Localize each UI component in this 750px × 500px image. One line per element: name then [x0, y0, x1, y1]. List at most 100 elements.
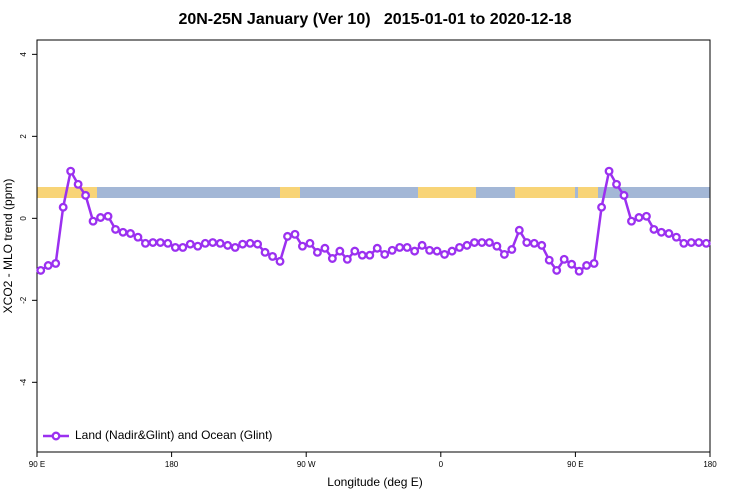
data-point	[417, 240, 427, 250]
map-strip	[37, 187, 710, 198]
data-point	[447, 246, 457, 256]
data-point	[163, 238, 173, 248]
data-point	[514, 225, 524, 235]
data-point	[619, 190, 629, 200]
data-point	[432, 246, 442, 256]
data-point	[462, 240, 472, 250]
data-point	[484, 238, 494, 247]
data-point	[641, 211, 651, 221]
data-point	[507, 245, 517, 254]
data-point	[679, 238, 689, 248]
data-point	[245, 238, 255, 248]
data-point	[380, 249, 390, 259]
data-point	[140, 238, 150, 248]
data-point	[230, 242, 240, 252]
data-point	[215, 238, 225, 248]
data-point	[193, 241, 203, 251]
data-point	[185, 239, 195, 249]
data-point	[686, 238, 696, 247]
data-point	[103, 211, 113, 221]
data-point	[350, 246, 360, 256]
data-point	[111, 224, 120, 234]
data-point	[656, 227, 666, 237]
data-point	[327, 254, 337, 263]
data-point	[43, 261, 53, 270]
y-tick-label: -2	[19, 296, 28, 304]
data-point	[253, 239, 263, 249]
data-point	[597, 202, 607, 212]
x-tick-label: 90 E	[29, 460, 45, 469]
data-point	[200, 238, 210, 248]
y-tick-label: 2	[19, 134, 28, 139]
y-tick-label: 4	[19, 52, 28, 57]
x-tick-label: 90 E	[567, 460, 583, 469]
data-point	[649, 224, 659, 234]
data-point	[627, 216, 636, 226]
data-point	[298, 241, 307, 251]
data-point	[365, 250, 375, 260]
data-point	[440, 249, 449, 259]
data-point	[320, 243, 330, 253]
legend-item: Land (Nadir&Glint) and Ocean (Glint)	[43, 428, 272, 442]
y-tick-label: -4	[19, 378, 28, 386]
x-tick-label: 90 W	[297, 460, 316, 469]
x-tick-label: 0	[439, 460, 444, 469]
data-point	[260, 247, 270, 257]
data-point	[305, 238, 315, 248]
data-point	[268, 252, 277, 261]
data-point	[357, 250, 367, 260]
data-point	[671, 232, 681, 242]
y-axis-label: XCO2 - MLO trend (ppm)	[1, 179, 15, 314]
data-point	[51, 258, 61, 268]
data-point	[118, 227, 128, 237]
data-point	[410, 246, 420, 256]
data-point	[312, 247, 322, 257]
data-point	[522, 238, 532, 247]
data-point	[58, 202, 68, 212]
data-point	[66, 166, 76, 176]
data-point	[178, 242, 188, 252]
legend-marker	[51, 431, 61, 441]
data-point	[73, 179, 83, 189]
data-point	[335, 246, 345, 256]
data-point	[612, 179, 621, 189]
data-point	[470, 238, 479, 247]
data-point	[148, 238, 158, 247]
x-tick-label: 180	[703, 460, 717, 469]
data-point	[567, 259, 577, 269]
data-point	[701, 238, 711, 248]
data-point	[425, 245, 435, 255]
data-point	[499, 249, 509, 259]
data-point	[634, 213, 644, 222]
data-point	[492, 241, 502, 251]
data-point	[529, 238, 539, 248]
data-point	[36, 265, 46, 275]
data-point	[552, 265, 562, 275]
data-point	[604, 166, 614, 176]
data-point	[81, 190, 91, 200]
data-point	[455, 242, 464, 252]
data-point	[133, 232, 143, 242]
x-axis-label: Longitude (deg E)	[327, 475, 422, 489]
y-tick-label: 0	[19, 216, 28, 221]
data-point	[589, 258, 599, 268]
data-point	[537, 240, 547, 250]
data-point	[342, 254, 352, 264]
data-point	[238, 239, 248, 249]
data-point	[544, 255, 554, 265]
data-point	[387, 245, 397, 255]
data-point	[223, 240, 233, 250]
data-point	[283, 231, 292, 241]
data-point	[402, 242, 412, 252]
data-point	[96, 213, 106, 222]
data-point	[275, 256, 285, 266]
data-point	[559, 254, 569, 264]
data-point	[372, 243, 382, 253]
x-tick-label: 180	[165, 460, 179, 469]
data-point	[88, 216, 98, 226]
data-point	[395, 242, 405, 252]
data-point	[126, 229, 135, 238]
legend-label: Land (Nadir&Glint) and Ocean (Glint)	[75, 428, 272, 442]
data-point	[694, 238, 704, 247]
